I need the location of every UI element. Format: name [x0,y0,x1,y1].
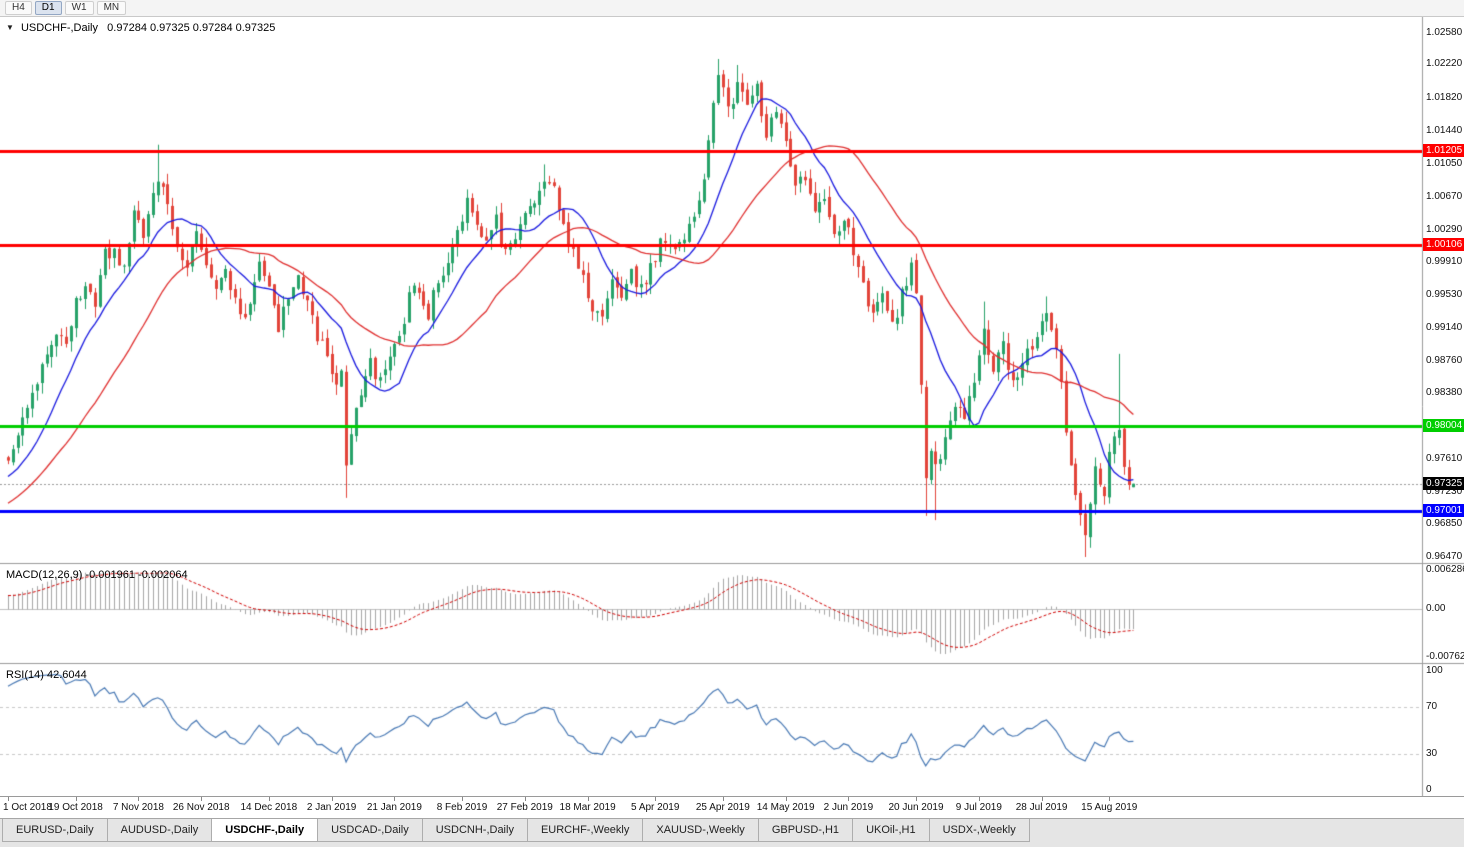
date-axis-label: 28 Jul 2019 [1015,802,1068,813]
date-axis-label: 25 Apr 2019 [695,802,750,813]
date-axis-label: 8 Feb 2019 [436,802,488,813]
date-axis-tick [394,797,395,801]
chart-tab-usdcnh-daily[interactable]: USDCNH-,Daily [421,819,528,842]
date-axis-label: 14 May 2019 [756,802,815,813]
date-axis-label: 5 Apr 2019 [631,802,680,813]
date-axis-label: 9 Jul 2019 [955,802,1002,813]
date-axis-tick [462,797,463,801]
date-axis-tick [201,797,202,801]
date-axis-label: 7 Nov 2018 [112,802,164,813]
date-axis-tick [332,797,333,801]
timeframe-toolbar: H4 D1 W1 MN [0,0,1464,17]
date-axis-tick [138,797,139,801]
date-axis-label: 15 Aug 2019 [1081,802,1138,813]
chart-tab-usdx-weekly[interactable]: USDX-,Weekly [928,819,1030,842]
time-axis[interactable]: 1 Oct 2018 19 Oct 2018 7 Nov 2018 26 Nov 20… [0,796,1464,818]
date-axis-label: 1 Oct 2018 [3,802,52,813]
chart-tab-usdchf-daily[interactable]: USDCHF-,Daily [211,819,319,842]
price-axis[interactable] [1422,17,1464,796]
timeframe-button-w1[interactable]: W1 [64,1,94,15]
date-axis-tick [848,797,849,801]
date-axis-label: 2 Jun 2019 [823,802,874,813]
date-axis-tick [269,797,270,801]
date-axis-tick [655,797,656,801]
timeframe-button-d1[interactable]: D1 [34,1,62,15]
date-axis-tick [525,797,526,801]
chart-tab-bar: EURUSD-,Daily AUDUSD-,Daily USDCHF-,Daily U… [0,818,1464,847]
chart-tab-eurusd-daily[interactable]: EURUSD-,Daily [2,819,108,842]
date-axis-label: 19 Oct 2018 [48,802,103,813]
chart-tab-ukoil-h1[interactable]: UKOil-,H1 [852,819,930,842]
date-axis-tick [916,797,917,801]
date-axis-label: 21 Jan 2019 [366,802,422,813]
timeframe-button-h4[interactable]: H4 [5,1,32,15]
date-axis-label: 2 Jan 2019 [306,802,357,813]
date-axis-label: 14 Dec 2018 [240,802,298,813]
date-axis-tick [979,797,980,801]
date-axis-tick [1042,797,1043,801]
chart-tab-xauusd-weekly[interactable]: XAUUSD-,Weekly [642,819,759,842]
date-axis-label: 18 Mar 2019 [559,802,616,813]
date-axis-tick [1109,797,1110,801]
chart-tab-eurchf-weekly[interactable]: EURCHF-,Weekly [526,819,644,842]
date-axis-tick [588,797,589,801]
date-axis-tick [723,797,724,801]
date-axis-tick [8,797,9,801]
chart-tab-audusd-daily[interactable]: AUDUSD-,Daily [106,819,213,842]
date-axis-label: 26 Nov 2018 [172,802,230,813]
date-axis-tick [76,797,77,801]
chart-tab-usdcad-daily[interactable]: USDCAD-,Daily [317,819,423,842]
timeframe-button-mn[interactable]: MN [96,1,127,15]
date-axis-label: 20 Jun 2019 [888,802,944,813]
date-axis-tick [786,797,787,801]
chart-canvas[interactable] [0,17,1464,796]
chart-tab-gbpusd-h1[interactable]: GBPUSD-,H1 [757,819,854,842]
date-axis-label: 27 Feb 2019 [496,802,553,813]
